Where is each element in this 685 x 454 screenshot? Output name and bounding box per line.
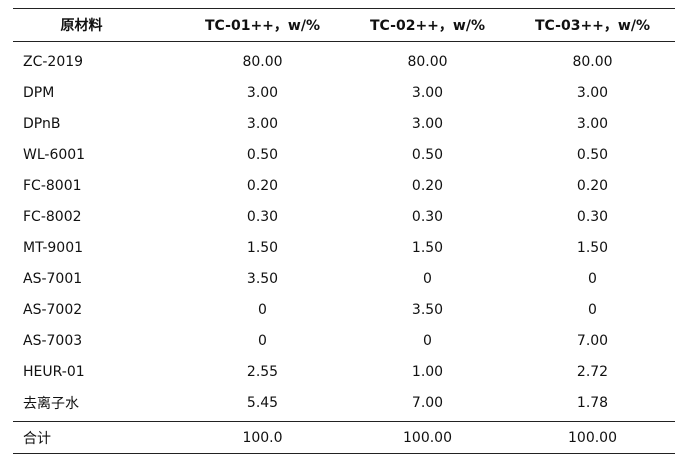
value-tc-03: 0	[588, 270, 597, 287]
value-tc-01: 5.45	[246, 394, 279, 411]
value-tc-02: 0.30	[411, 208, 444, 225]
total-tc-02: 100.00	[345, 421, 510, 454]
value-tc-01: 0.30	[246, 208, 279, 225]
material-name: FC-8002	[23, 208, 82, 225]
header-tc-03: TC-03++，w/%	[510, 8, 675, 42]
value-tc-02: 1.00	[411, 363, 444, 380]
value-tc-01: 3.00	[246, 115, 279, 132]
table-header: 原材料 TC-01++，w/% TC-02++，w/% TC-03++，w/%	[13, 8, 675, 42]
header-tc-01: TC-01++，w/%	[180, 8, 345, 42]
value-tc-03: 80.00	[572, 53, 613, 70]
material-name: FC-8001	[23, 177, 82, 194]
value-tc-03: 0.50	[576, 146, 609, 163]
value-tc-01: 80.00	[242, 53, 283, 70]
material-name: HEUR-01	[23, 363, 85, 380]
total-tc-03: 100.00	[510, 421, 675, 454]
material-name: AS-7001	[23, 270, 83, 287]
material-name: AS-7002	[23, 301, 83, 318]
material-name: WL-6001	[23, 146, 86, 163]
table-row: FC-8002 0.30 0.30 0.30	[13, 201, 675, 232]
value-tc-03: 7.00	[576, 332, 609, 349]
header-row: 原材料 TC-01++，w/% TC-02++，w/% TC-03++，w/%	[13, 8, 675, 42]
material-name: AS-7003	[23, 332, 83, 349]
value-tc-01: 2.55	[246, 363, 279, 380]
value-tc-03: 1.78	[576, 394, 609, 411]
value-tc-01: 3.50	[246, 270, 279, 287]
value-tc-02: 80.00	[407, 53, 448, 70]
value-tc-02: 0	[423, 332, 432, 349]
value-tc-01: 1.50	[246, 239, 279, 256]
value-tc-01: 3.00	[246, 84, 279, 101]
value-tc-03: 2.72	[576, 363, 609, 380]
formulation-table-container: 原材料 TC-01++，w/% TC-02++，w/% TC-03++，w/% …	[13, 8, 675, 454]
table-row: DPnB 3.00 3.00 3.00	[13, 108, 675, 139]
value-tc-03: 0.30	[576, 208, 609, 225]
value-tc-02: 7.00	[411, 394, 444, 411]
table-row: 去离子水 5.45 7.00 1.78	[13, 387, 675, 422]
table-row: WL-6001 0.50 0.50 0.50	[13, 139, 675, 170]
header-tc-02: TC-02++，w/%	[345, 8, 510, 42]
material-name: ZC-2019	[23, 53, 84, 70]
material-name: MT-9001	[23, 239, 84, 256]
value-tc-03: 3.00	[576, 84, 609, 101]
value-tc-01: 0	[258, 332, 267, 349]
value-tc-02: 1.50	[411, 239, 444, 256]
value-tc-02: 3.00	[411, 115, 444, 132]
value-tc-02: 0	[423, 270, 432, 287]
value-tc-02: 3.00	[411, 84, 444, 101]
material-name: DPnB	[23, 115, 61, 132]
table-row: HEUR-01 2.55 1.00 2.72	[13, 356, 675, 387]
header-raw-material: 原材料	[13, 8, 180, 42]
total-tc-01: 100.0	[180, 421, 345, 454]
table-footer: 合计 100.0 100.00 100.00	[13, 421, 675, 454]
value-tc-01: 0.20	[246, 177, 279, 194]
total-row: 合计 100.0 100.00 100.00	[13, 421, 675, 454]
value-tc-02: 0.50	[411, 146, 444, 163]
value-tc-01: 0.50	[246, 146, 279, 163]
value-tc-03: 1.50	[576, 239, 609, 256]
formulation-table: 原材料 TC-01++，w/% TC-02++，w/% TC-03++，w/% …	[13, 8, 675, 454]
value-tc-02: 3.50	[411, 301, 444, 318]
material-name: 去离子水	[23, 395, 79, 412]
table-row: AS-7003 0 0 7.00	[13, 325, 675, 356]
material-name: DPM	[23, 84, 55, 101]
table-row: DPM 3.00 3.00 3.00	[13, 77, 675, 108]
value-tc-03: 0	[588, 301, 597, 318]
table-row: ZC-2019 80.00 80.00 80.00	[13, 42, 675, 78]
value-tc-01: 0	[258, 301, 267, 318]
value-tc-02: 0.20	[411, 177, 444, 194]
table-row: AS-7002 0 3.50 0	[13, 294, 675, 325]
table-row: AS-7001 3.50 0 0	[13, 263, 675, 294]
table-body: ZC-2019 80.00 80.00 80.00 DPM 3.00 3.00 3.00 DPn…	[13, 42, 675, 422]
table-row: MT-9001 1.50 1.50 1.50	[13, 232, 675, 263]
table-row: FC-8001 0.20 0.20 0.20	[13, 170, 675, 201]
value-tc-03: 3.00	[576, 115, 609, 132]
value-tc-03: 0.20	[576, 177, 609, 194]
total-label: 合计	[13, 421, 180, 454]
